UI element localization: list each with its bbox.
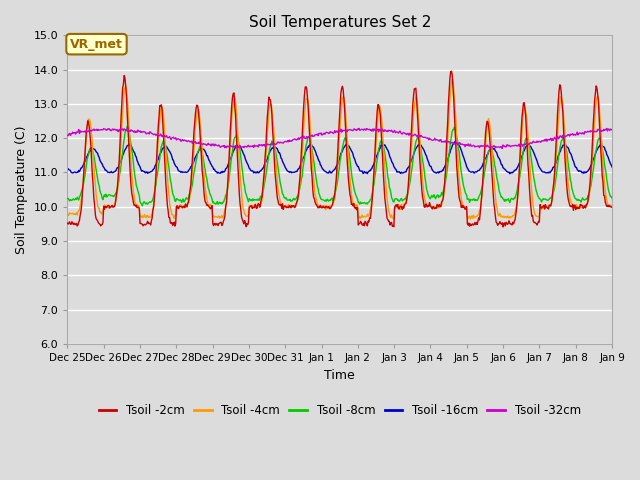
Tsoil -8cm [74,194,81,200]
Tsoil -2cm [447,68,455,74]
Text: VR_met: VR_met [70,37,123,51]
Tsoil -4cm [608,203,616,209]
Tsoil -2cm [422,202,429,207]
Y-axis label: Soil Temperature (C): Soil Temperature (C) [15,125,28,254]
Tsoil -16cm [185,168,193,173]
Tsoil -4cm [214,215,221,220]
Tsoil -16cm [406,162,413,168]
Tsoil -8cm [138,203,146,209]
Tsoil -2cm [499,224,507,230]
Tsoil -4cm [185,197,193,203]
Tsoil -32cm [422,135,430,141]
Tsoil -32cm [499,145,506,151]
Tsoil -8cm [215,201,223,206]
Tsoil -16cm [451,139,459,144]
Tsoil -16cm [214,170,221,176]
Line: Tsoil -2cm: Tsoil -2cm [67,71,612,227]
Tsoil -8cm [124,123,131,129]
Tsoil -32cm [608,127,616,133]
Tsoil -8cm [63,195,71,201]
Tsoil -4cm [449,76,456,82]
Tsoil -32cm [185,138,193,144]
Tsoil -2cm [129,199,137,204]
Tsoil -16cm [506,171,514,177]
Tsoil -4cm [422,203,430,209]
Tsoil -32cm [214,143,221,148]
Tsoil -2cm [74,223,81,229]
Tsoil -8cm [130,166,138,172]
Tsoil -16cm [608,164,616,170]
Tsoil -32cm [63,133,71,139]
Tsoil -16cm [74,169,81,175]
Tsoil -2cm [406,161,413,167]
Line: Tsoil -32cm: Tsoil -32cm [67,128,612,148]
Tsoil -4cm [390,216,397,222]
Tsoil -32cm [74,130,81,135]
Tsoil -16cm [129,148,137,154]
Tsoil -32cm [355,125,363,131]
Tsoil -2cm [185,200,193,205]
Title: Soil Temperatures Set 2: Soil Temperatures Set 2 [248,15,431,30]
Line: Tsoil -4cm: Tsoil -4cm [67,79,612,219]
Tsoil -2cm [63,220,71,226]
Tsoil -4cm [129,188,137,193]
Tsoil -8cm [186,191,194,197]
Tsoil -8cm [608,195,616,201]
Tsoil -32cm [129,129,137,134]
Tsoil -16cm [63,165,71,171]
Tsoil -8cm [408,170,415,176]
Tsoil -2cm [214,221,221,227]
X-axis label: Time: Time [324,369,355,382]
Tsoil -8cm [424,188,431,194]
Tsoil -2cm [608,204,616,210]
Tsoil -32cm [406,131,414,137]
Tsoil -4cm [74,212,81,218]
Line: Tsoil -8cm: Tsoil -8cm [67,126,612,206]
Tsoil -16cm [422,152,429,157]
Tsoil -4cm [406,160,414,166]
Tsoil -4cm [63,210,71,216]
Line: Tsoil -16cm: Tsoil -16cm [67,142,612,174]
Legend: Tsoil -2cm, Tsoil -4cm, Tsoil -8cm, Tsoil -16cm, Tsoil -32cm: Tsoil -2cm, Tsoil -4cm, Tsoil -8cm, Tsoi… [94,399,586,421]
